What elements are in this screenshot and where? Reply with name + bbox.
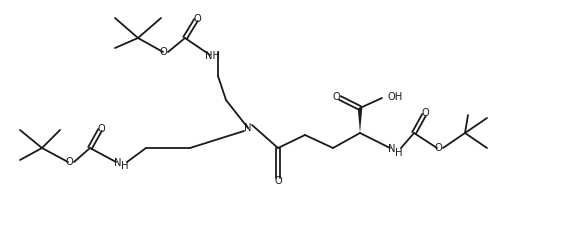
Text: H: H — [395, 148, 403, 158]
Text: N: N — [114, 158, 122, 168]
Text: O: O — [434, 143, 442, 153]
Text: OH: OH — [388, 92, 404, 102]
Text: O: O — [332, 92, 340, 102]
Text: O: O — [97, 124, 105, 134]
Text: O: O — [193, 14, 201, 24]
Polygon shape — [358, 108, 362, 133]
Text: NH: NH — [205, 51, 220, 61]
Text: O: O — [274, 176, 282, 186]
Text: N: N — [244, 123, 252, 133]
Text: O: O — [421, 108, 429, 118]
Text: O: O — [159, 47, 167, 57]
Text: H: H — [121, 161, 129, 171]
Text: O: O — [65, 157, 73, 167]
Text: N: N — [388, 144, 396, 154]
